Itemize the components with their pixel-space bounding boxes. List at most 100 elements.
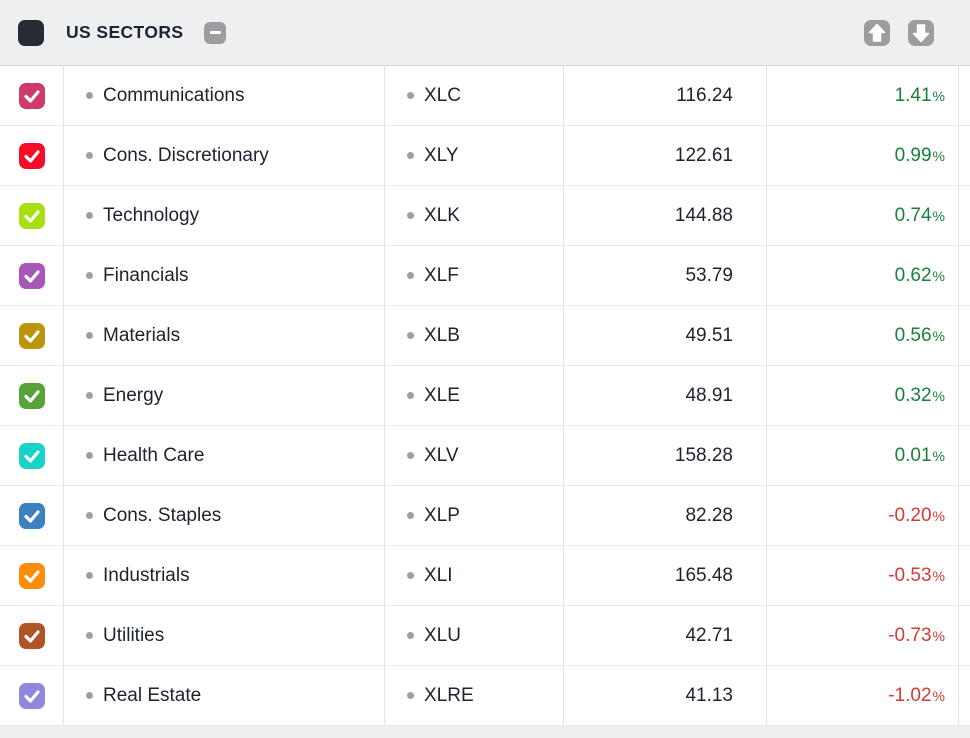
name-cell: Utilities <box>64 606 385 665</box>
row-checkbox[interactable] <box>18 442 45 469</box>
check-icon <box>23 569 40 583</box>
checkbox-cell <box>0 666 64 725</box>
change-cell: 0.56% <box>767 306 959 365</box>
ticker-symbol: XLU <box>424 624 461 646</box>
price-value: 41.13 <box>685 684 733 706</box>
checkbox-cell <box>0 606 64 665</box>
change-cell: 0.74% <box>767 186 959 245</box>
price-cell: 41.13 <box>564 666 767 725</box>
sector-table-body: Communications XLC 116.24 1.41% Cons. Di… <box>0 66 970 726</box>
select-all-checkbox[interactable] <box>18 19 44 46</box>
edge-spacer-cell <box>959 66 970 125</box>
check-icon <box>23 269 40 283</box>
percent-sign: % <box>932 567 945 584</box>
sector-name: Communications <box>103 84 245 106</box>
change-cell: -1.02% <box>767 666 959 725</box>
change-value: 1.41 <box>894 84 932 106</box>
watchlist-header: US SECTORS <box>0 0 970 66</box>
move-down-button[interactable] <box>908 19 934 46</box>
ticker-symbol: XLB <box>424 324 460 346</box>
change-value: 0.56 <box>894 324 932 346</box>
sector-name: Industrials <box>103 564 190 586</box>
table-row[interactable]: Real Estate XLRE 41.13 -1.02% <box>0 666 970 726</box>
table-row[interactable]: Technology XLK 144.88 0.74% <box>0 186 970 246</box>
name-cell: Materials <box>64 306 385 365</box>
ticker-cell: XLRE <box>385 666 564 725</box>
percent-sign: % <box>932 507 945 524</box>
table-row[interactable]: Communications XLC 116.24 1.41% <box>0 66 970 126</box>
arrow-down-icon <box>912 23 930 42</box>
move-up-button[interactable] <box>864 19 890 46</box>
table-row[interactable]: Energy XLE 48.91 0.32% <box>0 366 970 426</box>
row-checkbox[interactable] <box>18 322 45 349</box>
sector-name: Cons. Discretionary <box>103 144 269 166</box>
ticker-cell: XLC <box>385 66 564 125</box>
bullet-icon <box>86 632 93 639</box>
bullet-icon <box>407 272 414 279</box>
row-checkbox[interactable] <box>18 202 45 229</box>
row-checkbox[interactable] <box>18 622 45 649</box>
price-cell: 49.51 <box>564 306 767 365</box>
name-cell: Technology <box>64 186 385 245</box>
checkbox-cell <box>0 426 64 485</box>
ticker-cell: XLF <box>385 246 564 305</box>
bullet-icon <box>407 512 414 519</box>
change-value: 0.01 <box>894 444 932 466</box>
price-cell: 144.88 <box>564 186 767 245</box>
bullet-icon <box>86 512 93 519</box>
change-cell: -0.20% <box>767 486 959 545</box>
row-checkbox[interactable] <box>18 82 45 109</box>
checkbox-cell <box>0 306 64 365</box>
ticker-symbol: XLC <box>424 84 461 106</box>
percent-sign: % <box>932 447 945 464</box>
name-cell: Cons. Staples <box>64 486 385 545</box>
ticker-cell: XLP <box>385 486 564 545</box>
percent-sign: % <box>932 87 945 104</box>
bullet-icon <box>407 92 414 99</box>
table-row[interactable]: Cons. Staples XLP 82.28 -0.20% <box>0 486 970 546</box>
bullet-icon <box>407 632 414 639</box>
check-icon <box>23 449 40 463</box>
bullet-icon <box>86 92 93 99</box>
change-cell: 1.41% <box>767 66 959 125</box>
change-value: 0.62 <box>894 264 932 286</box>
sector-name: Financials <box>103 264 189 286</box>
name-cell: Financials <box>64 246 385 305</box>
price-cell: 158.28 <box>564 426 767 485</box>
row-checkbox[interactable] <box>18 142 45 169</box>
arrow-up-icon <box>868 23 886 42</box>
table-row[interactable]: Materials XLB 49.51 0.56% <box>0 306 970 366</box>
price-cell: 82.28 <box>564 486 767 545</box>
table-row[interactable]: Financials XLF 53.79 0.62% <box>0 246 970 306</box>
row-checkbox[interactable] <box>18 262 45 289</box>
checkbox-cell <box>0 186 64 245</box>
edge-spacer-cell <box>959 126 970 185</box>
ticker-cell: XLK <box>385 186 564 245</box>
table-row[interactable]: Cons. Discretionary XLY 122.61 0.99% <box>0 126 970 186</box>
table-row[interactable]: Health Care XLV 158.28 0.01% <box>0 426 970 486</box>
sector-name: Real Estate <box>103 684 202 706</box>
sector-name: Materials <box>103 324 181 346</box>
sector-name: Health Care <box>103 444 205 466</box>
row-checkbox[interactable] <box>18 502 45 529</box>
check-icon <box>23 149 40 163</box>
check-icon <box>23 329 40 343</box>
collapse-button[interactable] <box>204 21 227 44</box>
price-value: 53.79 <box>685 264 733 286</box>
checkbox-cell <box>0 66 64 125</box>
percent-sign: % <box>932 627 945 644</box>
row-checkbox[interactable] <box>18 562 45 589</box>
row-checkbox[interactable] <box>18 682 45 709</box>
price-value: 42.71 <box>685 624 733 646</box>
table-row[interactable]: Industrials XLI 165.48 -0.53% <box>0 546 970 606</box>
price-cell: 116.24 <box>564 66 767 125</box>
bullet-icon <box>407 332 414 339</box>
checkbox-cell <box>0 546 64 605</box>
price-value: 116.24 <box>676 84 733 106</box>
edge-spacer-cell <box>959 426 970 485</box>
table-row[interactable]: Utilities XLU 42.71 -0.73% <box>0 606 970 666</box>
bullet-icon <box>86 272 93 279</box>
sector-name: Energy <box>103 384 164 406</box>
price-cell: 122.61 <box>564 126 767 185</box>
row-checkbox[interactable] <box>18 382 45 409</box>
